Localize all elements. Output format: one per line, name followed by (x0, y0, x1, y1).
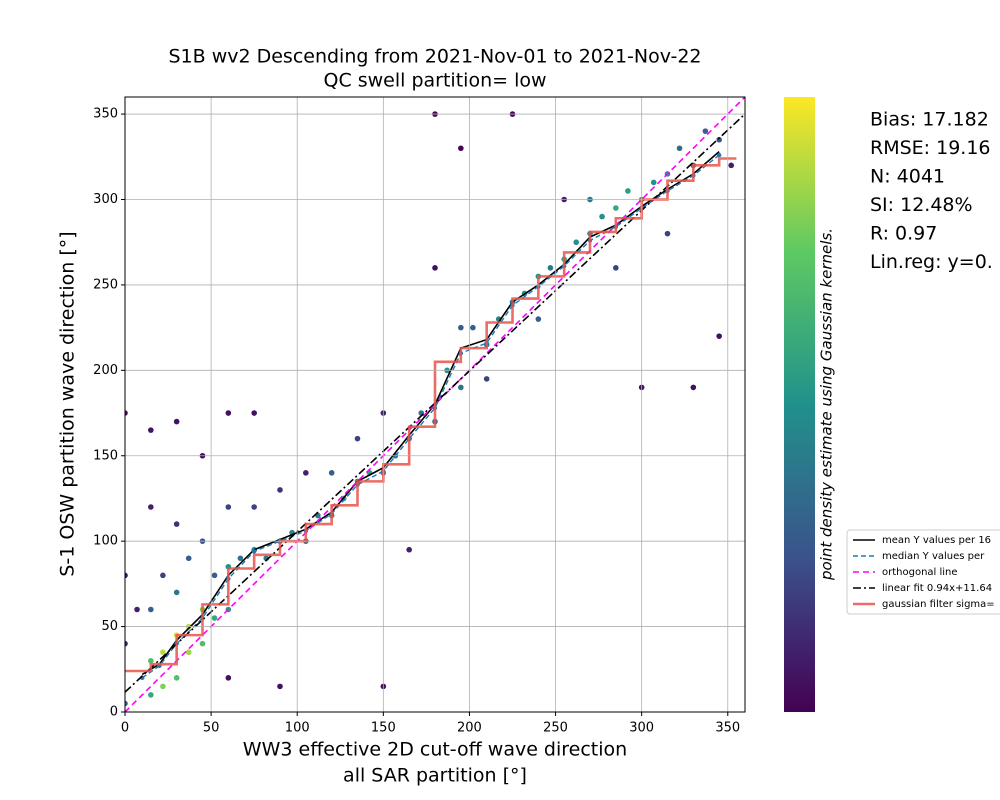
point (613, 265, 619, 271)
point (160, 649, 166, 656)
point (173, 521, 180, 527)
point (173, 418, 180, 425)
x-tick-label: 100 (285, 721, 310, 736)
point (613, 205, 619, 211)
x-tick-label: 350 (715, 721, 740, 736)
point (354, 435, 361, 442)
x-tick-label: 150 (371, 721, 396, 736)
point (328, 470, 335, 476)
point (225, 504, 232, 510)
point (406, 546, 412, 553)
point (702, 128, 709, 134)
x-axis-label: all SAR partition [°] (343, 765, 527, 787)
x-tick-label: 200 (457, 721, 482, 736)
point (125, 640, 128, 647)
stat-text: SI: 12.48% (870, 194, 973, 216)
point (125, 700, 128, 707)
legend-label: median Y values per (882, 551, 985, 562)
line (141, 151, 720, 676)
y-tick-label: 250 (93, 277, 118, 292)
point (211, 615, 218, 621)
point (535, 316, 542, 322)
legend-label: mean Y values per 16 (882, 535, 991, 546)
y-tick-label: 100 (93, 534, 118, 549)
point (251, 410, 257, 416)
point (148, 427, 154, 433)
line-marker (251, 549, 257, 554)
legend-label: orthogonal line (882, 567, 958, 578)
point (458, 324, 464, 331)
point (303, 470, 309, 476)
point (160, 572, 166, 579)
point (690, 384, 697, 391)
point (277, 683, 283, 690)
y-tick-label: 50 (101, 619, 118, 634)
legend-box (846, 529, 1000, 615)
legend-label: gaussian filter sigma= (882, 599, 995, 610)
chart-title: S1B wv2 Descending from 2021-Nov-01 to 2… (168, 46, 701, 68)
point (676, 145, 683, 152)
point (547, 265, 554, 271)
point (728, 162, 735, 169)
x-tick-label: 250 (543, 721, 568, 736)
point (148, 657, 154, 664)
y-axis-label: S-1 OSW partition wave direction [°] (57, 231, 79, 576)
point (148, 692, 154, 698)
y-tick-label: 350 (93, 107, 118, 122)
point (225, 675, 232, 681)
legend-label: linear fit 0.94x+11.64 (882, 583, 992, 594)
point (185, 649, 192, 656)
point (625, 188, 631, 194)
point (716, 333, 722, 339)
point (470, 324, 476, 331)
point (185, 555, 192, 562)
point (599, 213, 605, 220)
x-tick-label: 300 (629, 721, 654, 736)
x-tick-label: 50 (203, 721, 220, 736)
stat-text: N: 4041 (870, 166, 945, 188)
point (125, 572, 128, 579)
stat-text: RMSE: 19.16 (870, 137, 991, 159)
line-marker (716, 152, 722, 158)
point (664, 230, 671, 237)
line (125, 97, 745, 712)
y-tick-label: 300 (93, 192, 118, 207)
point (277, 487, 283, 493)
point (173, 589, 180, 596)
point (148, 606, 154, 613)
colorbar-label: point density estimate using Gaussian ke… (818, 228, 836, 581)
stat-text: Bias: 17.182 (870, 109, 989, 131)
point (251, 504, 257, 510)
y-tick-label: 200 (93, 363, 118, 378)
stat-text: R: 0.97 (870, 223, 937, 245)
chart-subtitle: QC swell partition= low (323, 70, 546, 92)
point (211, 572, 218, 579)
point (573, 239, 580, 246)
y-tick-label: 150 (93, 448, 118, 463)
point (432, 265, 438, 271)
colorbar (784, 97, 815, 712)
y-tick-label: 0 (110, 705, 118, 720)
point (458, 145, 464, 152)
point (173, 675, 180, 681)
point (716, 136, 722, 143)
point (160, 683, 166, 690)
stat-text: Lin.reg: y=0. (870, 251, 993, 273)
point (125, 410, 128, 416)
point (458, 384, 464, 391)
axes-frame (124, 96, 746, 713)
x-tick-label: 0 (121, 721, 129, 736)
point (148, 504, 154, 510)
point (134, 606, 140, 613)
point (199, 640, 206, 647)
line (141, 154, 720, 679)
point (483, 376, 490, 382)
point (225, 410, 232, 416)
point (650, 179, 657, 186)
point (237, 555, 244, 562)
x-axis-label: WW3 effective 2D cut-off wave direction (243, 739, 627, 761)
